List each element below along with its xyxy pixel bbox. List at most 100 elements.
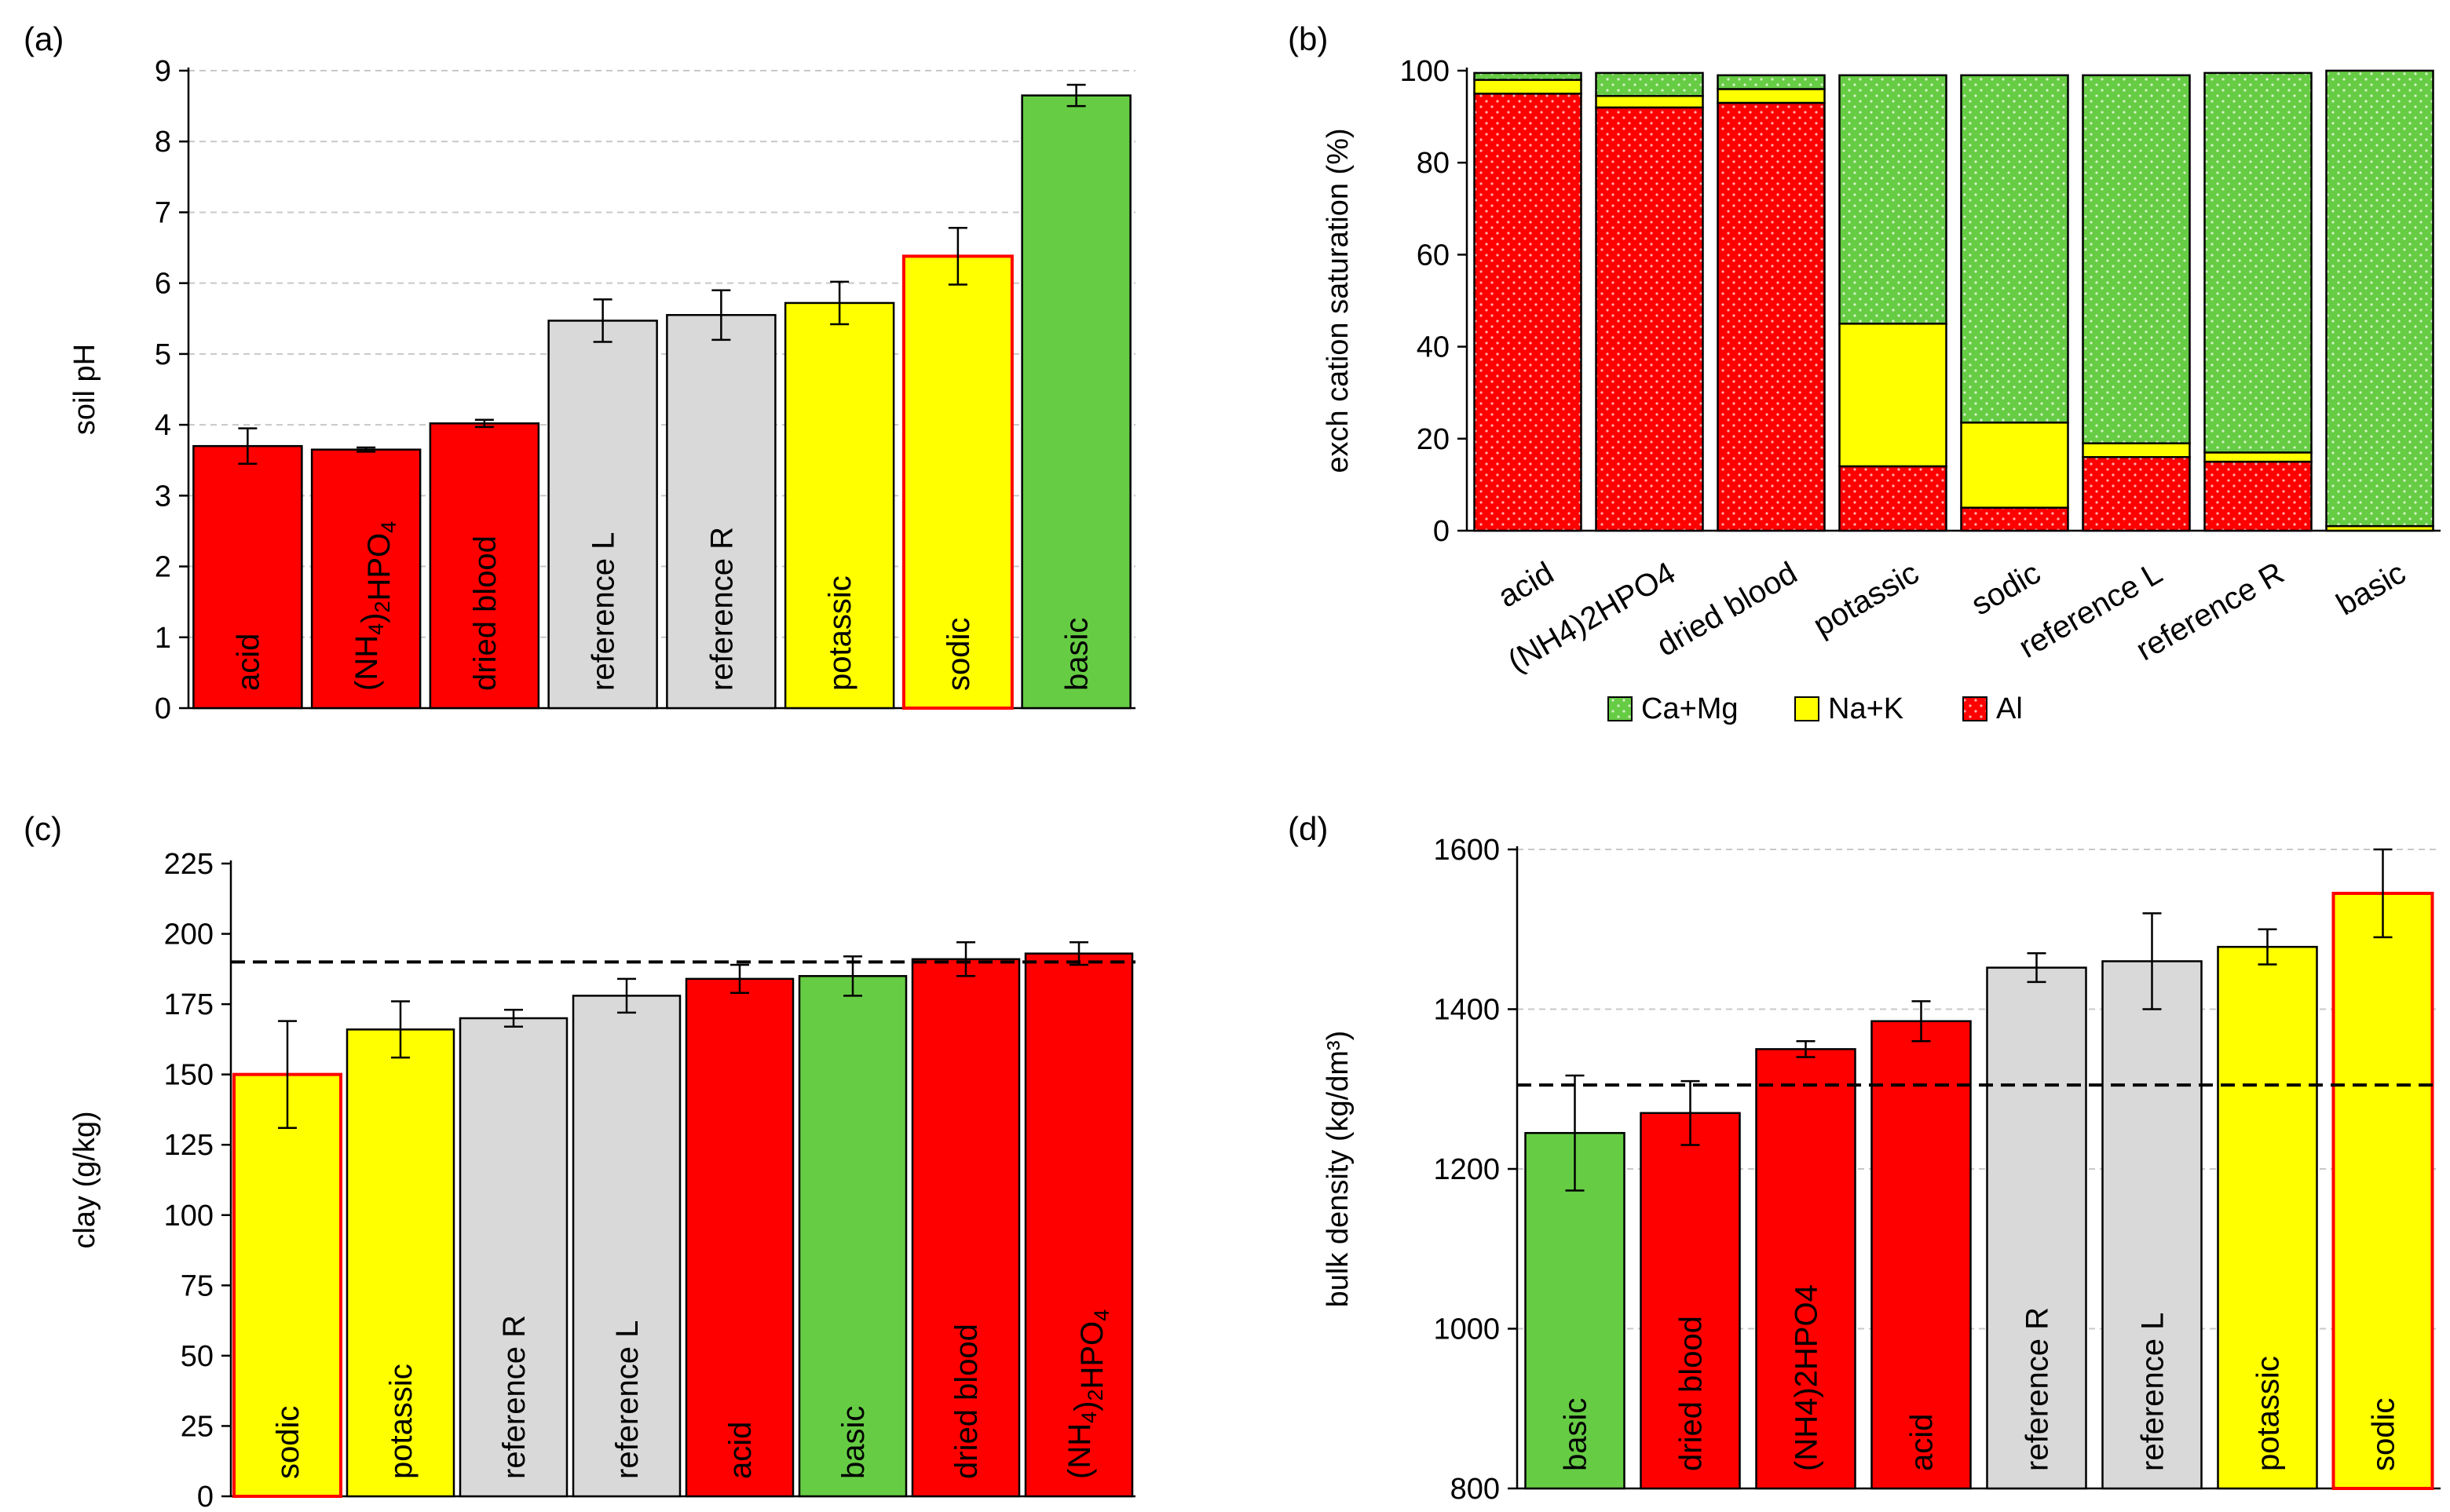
y-axis-label: soil pH xyxy=(68,344,101,435)
category-label: potassic xyxy=(384,1364,419,1479)
bar xyxy=(1986,966,2087,1490)
category-label: acid xyxy=(231,634,265,691)
stack-segment xyxy=(2203,451,2313,463)
chart-clay: 0 25 50 75 100 125 150 175 200 225 clay (g/kg) sodi… xyxy=(68,848,1135,1512)
y-tick-label: 225 xyxy=(164,848,214,881)
bar xyxy=(666,314,777,710)
bar xyxy=(911,958,1021,1498)
category-label: reference L xyxy=(610,1320,645,1479)
category-label: reference R xyxy=(497,1315,532,1479)
stack-segment xyxy=(2325,69,2434,528)
category-label: sodic xyxy=(942,618,976,691)
bar xyxy=(1870,1020,1972,1490)
bar xyxy=(429,422,540,710)
chart-cation-saturation: 0 20 40 60 80 100 exch cation saturation (%) ac… xyxy=(1322,55,2441,725)
panel-label-a: (a) xyxy=(24,20,64,57)
y-tick-label: 60 xyxy=(1417,239,1450,272)
y-tick-label: 200 xyxy=(164,919,214,951)
bar xyxy=(572,995,682,1498)
category-label: acid xyxy=(1492,556,1560,615)
y-axis-label: exch cation saturation (%) xyxy=(1322,128,1355,473)
bar xyxy=(1640,1112,1741,1490)
y-tick-label: 100 xyxy=(1400,55,1450,88)
panel-label-d: (d) xyxy=(1288,810,1328,847)
y-tick-label: 50 xyxy=(181,1340,214,1373)
y-tick-label: 0 xyxy=(197,1481,214,1512)
chart-bulk-density: 800 1000 1200 1400 1600 bulk density (kg/dm³)… xyxy=(1322,834,2441,1506)
y-tick-label: 2 xyxy=(155,551,171,584)
category-label: acid xyxy=(723,1422,758,1479)
bar xyxy=(310,448,422,710)
stack-segment xyxy=(2203,71,2313,454)
category-label: basic xyxy=(1060,618,1095,691)
stack-segment xyxy=(1960,74,2069,424)
category-label: dried blood xyxy=(468,535,503,691)
y-tick-label: 9 xyxy=(155,55,171,88)
stack-segment xyxy=(1717,74,1826,90)
y-tick-label: 8 xyxy=(155,126,171,159)
stack-segment xyxy=(1838,74,1947,325)
y-tick-label: 1600 xyxy=(1433,834,1500,867)
bar xyxy=(1021,94,1132,710)
stack-segment xyxy=(1960,422,2069,509)
panel-label-c: (c) xyxy=(24,810,62,847)
category-label: sodic xyxy=(271,1406,305,1479)
y-tick-label: 0 xyxy=(155,692,171,725)
legend-label: Al xyxy=(1996,692,2023,725)
y-tick-label: 1200 xyxy=(1433,1153,1500,1186)
y-tick-label: 100 xyxy=(164,1200,214,1233)
bar xyxy=(1024,952,1134,1498)
y-tick-label: 20 xyxy=(1417,423,1450,456)
legend-swatch xyxy=(1607,696,1633,721)
category-label: dried blood xyxy=(949,1324,984,1479)
category-label: basic xyxy=(836,1406,871,1479)
category-label: dried blood xyxy=(1674,1316,1709,1471)
stack-segment xyxy=(1717,88,1826,104)
stack-segment xyxy=(1473,79,1582,95)
bar xyxy=(901,254,1014,710)
stack-segment xyxy=(2082,74,2191,444)
legend-label: Ca+Mg xyxy=(1641,692,1739,725)
stack-segment xyxy=(1717,101,1826,532)
y-tick-label: 150 xyxy=(164,1059,214,1092)
bar xyxy=(2101,960,2203,1490)
stack-segment xyxy=(1473,71,1582,81)
category-label: (NH4)2HPO4 xyxy=(1062,1309,1113,1479)
y-tick-label: 40 xyxy=(1417,331,1450,364)
y-tick-label: 25 xyxy=(181,1410,214,1443)
category-label: sodic xyxy=(2367,1398,2401,1471)
y-tick-label: 1000 xyxy=(1433,1313,1500,1346)
y-tick-label: 4 xyxy=(155,409,171,442)
y-tick-label: 1 xyxy=(155,622,171,655)
legend-label: Na+K xyxy=(1828,692,1903,725)
y-tick-label: 80 xyxy=(1417,147,1450,180)
category-label: (NH4)2HPO4 xyxy=(349,521,400,691)
category-label: acid xyxy=(1905,1414,1940,1471)
legend-swatch xyxy=(1962,696,1987,721)
stack-segment xyxy=(2082,442,2191,458)
stack-segment xyxy=(1595,94,1704,109)
bar xyxy=(346,1028,455,1498)
y-tick-label: 125 xyxy=(164,1129,214,1162)
bar xyxy=(2331,891,2434,1490)
bar xyxy=(1755,1048,1856,1490)
category-label: potassic xyxy=(1808,556,1925,643)
y-tick-label: 175 xyxy=(164,988,214,1021)
panel-label-b: (b) xyxy=(1288,20,1328,57)
legend: Ca+Mg Na+K Al xyxy=(1607,692,2023,725)
stack-segment xyxy=(1838,465,1947,532)
y-tick-label: 800 xyxy=(1450,1473,1500,1506)
y-axis-label: clay (g/kg) xyxy=(68,1111,101,1248)
y-tick-label: 0 xyxy=(1433,515,1450,548)
category-label: reference R xyxy=(704,527,739,691)
bar xyxy=(459,1017,569,1498)
bar xyxy=(685,977,795,1498)
chart-soil-ph: 0 1 2 3 4 5 6 7 8 9 soil pH acid (NH4)2HPO4 dried blo… xyxy=(68,55,1135,725)
category-label: basic xyxy=(1559,1398,1593,1471)
category-label: basic xyxy=(2331,556,2412,623)
bar xyxy=(547,320,658,710)
stack-segment xyxy=(1595,106,1704,532)
category-label: reference L xyxy=(2136,1313,2170,1471)
bar xyxy=(798,975,908,1498)
